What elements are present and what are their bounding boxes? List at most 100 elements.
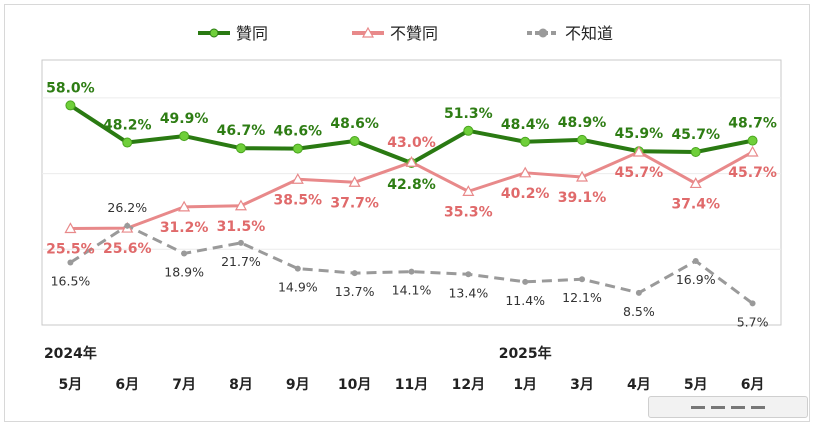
legend-marker <box>361 26 375 38</box>
data-label: 21.7% <box>221 254 261 269</box>
x-tick-label: 11月 <box>395 377 428 393</box>
data-label: 31.2% <box>160 220 209 236</box>
data-label: 48.7% <box>728 116 777 132</box>
data-point <box>690 146 701 157</box>
data-point <box>405 155 418 167</box>
data-label: 58.0% <box>46 80 95 96</box>
data-point <box>747 135 758 146</box>
data-point <box>351 270 358 277</box>
data-point <box>632 145 645 157</box>
data-label: 45.7% <box>615 165 664 181</box>
data-label: 25.6% <box>103 241 152 257</box>
data-label: 16.5% <box>51 274 91 289</box>
data-point <box>291 173 304 184</box>
data-label: 48.6% <box>330 116 379 132</box>
legend-label: 不知道 <box>565 24 613 43</box>
data-label: 12.1% <box>562 290 602 305</box>
data-point <box>235 143 246 154</box>
x-tick-label: 9月 <box>286 377 310 393</box>
data-label: 48.4% <box>501 117 550 133</box>
toolbar-icon <box>711 405 725 409</box>
data-point <box>349 136 360 147</box>
data-label: 43.0% <box>387 135 436 151</box>
data-point <box>178 200 191 212</box>
data-label: 49.9% <box>160 111 209 127</box>
data-point <box>124 222 131 229</box>
data-label: 38.5% <box>274 192 323 208</box>
data-label: 31.5% <box>217 219 266 235</box>
data-label: 46.6% <box>274 124 323 140</box>
data-point <box>122 137 133 148</box>
data-label: 48.2% <box>103 118 152 134</box>
data-point <box>292 143 303 154</box>
data-point <box>576 170 589 182</box>
data-label: 11.4% <box>505 293 545 308</box>
data-point <box>692 258 699 265</box>
data-point <box>746 145 759 157</box>
data-label: 26.2% <box>107 200 147 215</box>
data-label: 45.7% <box>728 165 777 181</box>
data-point <box>635 289 642 296</box>
x-tick-label: 4月 <box>627 377 651 393</box>
data-point <box>462 185 475 196</box>
x-tick-label: 3月 <box>570 377 594 393</box>
data-point <box>465 271 472 278</box>
data-label: 48.9% <box>558 115 607 131</box>
data-label: 37.4% <box>671 196 720 212</box>
legend-label: 不贊同 <box>390 24 438 43</box>
data-label: 14.1% <box>392 283 432 298</box>
data-point <box>577 134 588 145</box>
data-label: 14.9% <box>278 280 318 295</box>
legend-label: 贊同 <box>236 24 268 43</box>
year-label: 2025年 <box>499 345 552 362</box>
year-label: 2024年 <box>44 345 97 362</box>
image-toolbar[interactable] <box>648 396 808 418</box>
x-tick-label: 6月 <box>115 377 139 393</box>
data-point <box>294 265 301 272</box>
legend-marker <box>538 28 548 38</box>
legend-marker <box>209 28 219 38</box>
data-label: 25.5% <box>46 241 95 257</box>
x-tick-label: 7月 <box>172 377 196 393</box>
toolbar-icon <box>731 405 745 409</box>
x-tick-label: 5月 <box>59 377 83 393</box>
data-point <box>348 176 361 187</box>
data-point <box>522 278 529 285</box>
x-tick-label: 6月 <box>741 377 765 393</box>
data-label: 35.3% <box>444 204 493 220</box>
data-point <box>519 166 532 178</box>
data-point <box>67 259 74 266</box>
data-label: 45.9% <box>615 126 664 142</box>
x-tick-label: 8月 <box>229 377 253 393</box>
data-point <box>181 250 188 257</box>
data-point <box>463 125 474 136</box>
plot-area <box>41 59 782 326</box>
data-label: 46.7% <box>217 123 266 139</box>
data-label: 16.9% <box>676 272 716 287</box>
x-tick-label: 12月 <box>452 377 485 393</box>
toolbar-icon <box>751 405 765 409</box>
data-label: 42.8% <box>387 177 436 193</box>
data-point <box>689 177 702 189</box>
toolbar-icon <box>691 405 705 409</box>
data-point <box>579 276 586 283</box>
data-label: 13.7% <box>335 284 375 299</box>
data-point <box>237 239 244 246</box>
data-point <box>408 268 415 275</box>
data-point <box>179 131 190 142</box>
x-tick-label: 10月 <box>338 377 371 393</box>
data-label: 37.7% <box>330 195 379 211</box>
data-label: 51.3% <box>444 106 493 122</box>
data-label: 5.7% <box>737 314 769 329</box>
x-tick-label: 1月 <box>513 377 537 393</box>
data-point <box>520 136 531 147</box>
data-label: 18.9% <box>164 264 204 279</box>
data-point <box>234 199 247 211</box>
x-tick-label: 5月 <box>684 377 708 393</box>
data-point <box>65 100 76 111</box>
chart-frame <box>4 4 810 422</box>
data-label: 13.4% <box>448 285 488 300</box>
data-label: 39.1% <box>558 190 607 206</box>
data-label: 40.2% <box>501 186 550 202</box>
